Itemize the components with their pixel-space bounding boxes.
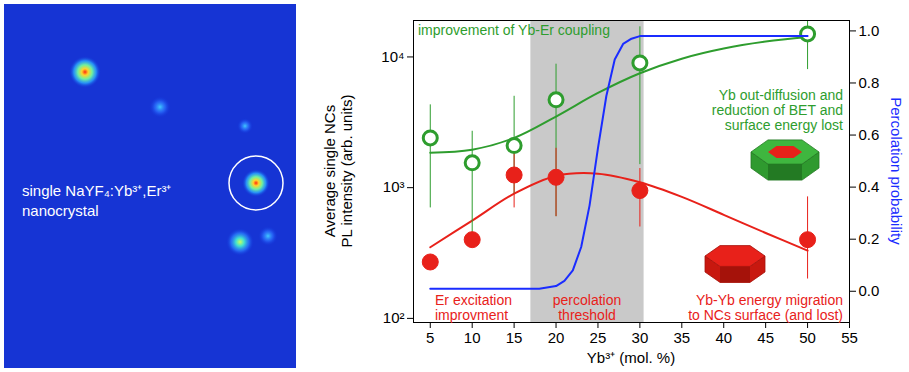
html-text:PL intensity (arb. units): PL intensity (arb. units) — [338, 94, 355, 248]
svg-text:45: 45 — [757, 329, 774, 346]
svg-text:35: 35 — [673, 329, 690, 346]
svg-text:25: 25 — [590, 329, 607, 346]
html-text:Er excitation: Er excitation — [435, 292, 512, 308]
html-text:improvement of Yb-Er coupling: improvement of Yb-Er coupling — [418, 22, 610, 38]
svg-text:15: 15 — [506, 329, 523, 346]
svg-text:55: 55 — [841, 329, 858, 346]
svg-text:10³: 10³ — [383, 178, 405, 195]
html-text:Yb³⁺ (mol. %): Yb³⁺ (mol. %) — [586, 349, 676, 366]
svg-text:0.4: 0.4 — [859, 178, 880, 195]
svg-text:nanocrystal: nanocrystal — [22, 202, 99, 219]
html-text:percolation: percolation — [552, 292, 622, 308]
html-text:Yb out-diffusion and: Yb out-diffusion and — [718, 87, 843, 103]
svg-text:0.0: 0.0 — [859, 282, 880, 299]
html-text:surface energy lost: surface energy lost — [724, 117, 843, 133]
svg-text:10⁴: 10⁴ — [381, 48, 404, 65]
html-text:Yb-Yb energy migration: Yb-Yb energy migration — [695, 292, 843, 308]
svg-text:50: 50 — [799, 329, 816, 346]
svg-text:10: 10 — [464, 329, 481, 346]
html-text:threshold: threshold — [558, 307, 616, 323]
svg-text:40: 40 — [715, 329, 732, 346]
svg-text:20: 20 — [548, 329, 565, 346]
html-text:improvment: improvment — [435, 307, 509, 323]
svg-text:single NaYF₄:Yb³⁺,Er³⁺: single NaYF₄:Yb³⁺,Er³⁺ — [22, 182, 172, 199]
html-text:Percolation probability: Percolation probability — [887, 97, 905, 245]
html-text:reduction of BET and: reduction of BET and — [711, 102, 843, 118]
svg-text:5: 5 — [426, 329, 434, 346]
svg-text:10²: 10² — [383, 309, 405, 326]
svg-text:30: 30 — [632, 329, 649, 346]
svg-text:0.6: 0.6 — [859, 126, 880, 143]
html-text:Average single NCs: Average single NCs — [321, 104, 338, 238]
svg-text:0.2: 0.2 — [859, 230, 880, 247]
svg-text:1.0: 1.0 — [859, 22, 880, 39]
html-text:to NCs surface (and lost): to NCs surface (and lost) — [688, 307, 843, 323]
svg-text:0.8: 0.8 — [859, 74, 880, 91]
